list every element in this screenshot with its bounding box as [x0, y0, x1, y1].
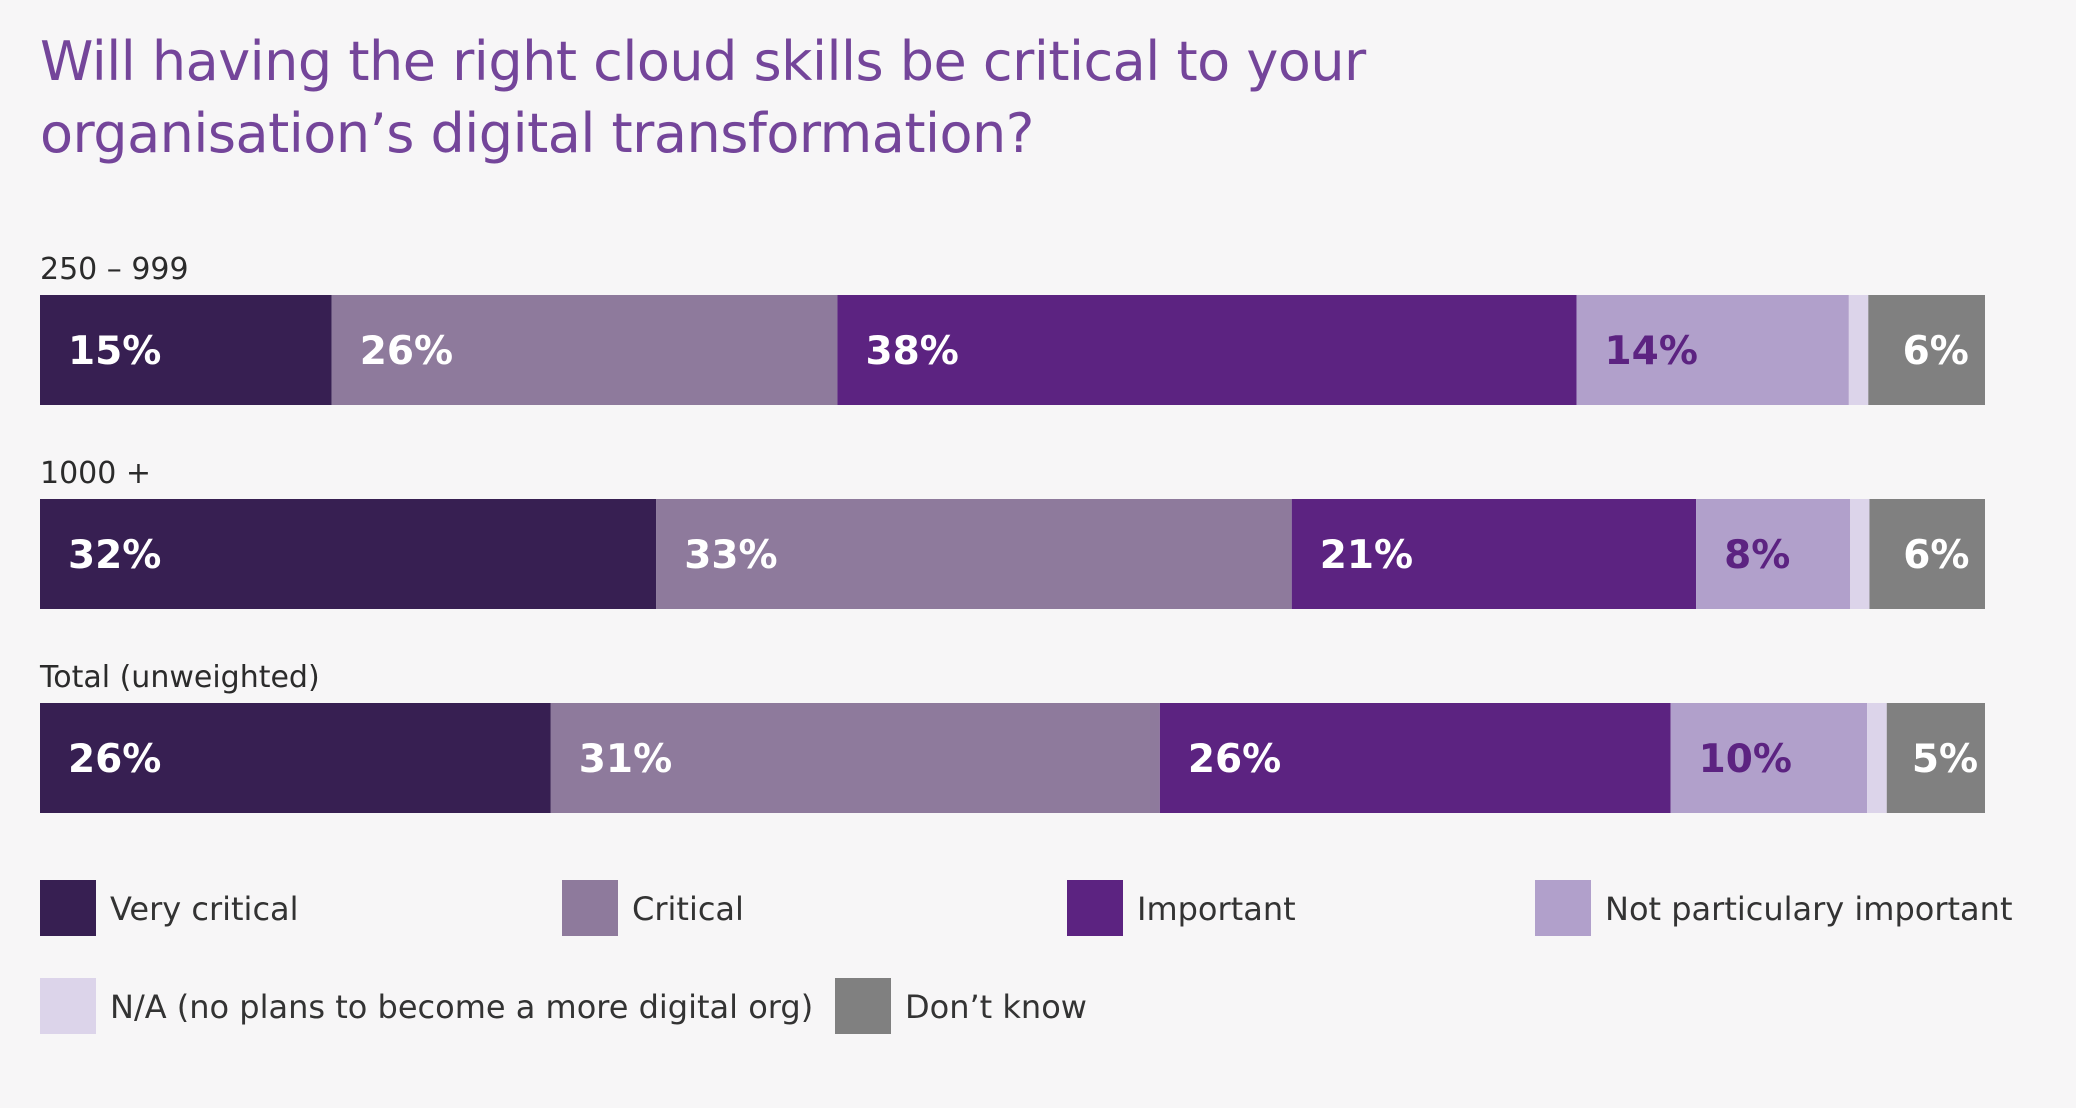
bar-segment-important: [1159, 703, 1671, 813]
bar-segment-n-a-no-plans-to-become-a-more-digital-org: [1867, 703, 1887, 813]
bar-segment-very-critical: [40, 295, 332, 405]
data-label: 38%: [865, 329, 958, 374]
bar-group-250-999: 250 – 999 15% 26% 38% 14% 6%: [40, 252, 1985, 405]
bar-segment-critical: [550, 703, 1160, 813]
bar-segment-not-particulary-important: [1696, 499, 1851, 609]
data-label: 26%: [1188, 737, 1281, 782]
bar-segment-n-a-no-plans-to-become-a-more-digital-org: [1848, 295, 1869, 405]
bar-group-total-unweighted: Total (unweighted) 26% 31% 26% 10% 5%: [39, 660, 1985, 813]
bar-segment-not-particulary-important: [1576, 295, 1849, 405]
data-label: 15%: [68, 329, 161, 374]
bar-segment-very-critical: [40, 499, 657, 609]
legend: Very critical Critical Important Not partic…: [40, 880, 2012, 1034]
data-label: 5%: [1912, 737, 1978, 782]
group-label: 250 – 999: [40, 252, 189, 287]
legend-label: Critical: [632, 890, 744, 928]
bar-segment-very-critical: [40, 703, 551, 813]
group-label: Total (unweighted): [39, 660, 320, 695]
bar-segment-important: [1291, 499, 1697, 609]
legend-swatch: [562, 880, 618, 936]
data-label: 26%: [68, 737, 161, 782]
legend-swatch: [835, 978, 891, 1034]
legend-item-don-t-know: Don’t know: [835, 978, 1087, 1034]
legend-swatch: [1535, 880, 1591, 936]
bar-segment-critical: [331, 295, 838, 405]
data-label: 14%: [1605, 329, 1698, 374]
legend-item-n-a-no-plans-to-become-a-more-digital-org: N/A (no plans to become a more digital o…: [40, 978, 813, 1034]
bar-segment-important: [837, 295, 1577, 405]
bar-segment-not-particulary-important: [1670, 703, 1868, 813]
legend-label: Very critical: [110, 890, 299, 928]
bar-group-1000: 1000 + 32% 33% 21% 8% 6%: [40, 456, 1985, 609]
data-label: 21%: [1320, 533, 1413, 578]
legend-item-important: Important: [1067, 880, 1296, 936]
data-label: 32%: [68, 533, 161, 578]
bar-segment-don-t-know: [1869, 499, 1985, 609]
data-label: 31%: [579, 737, 672, 782]
data-label: 8%: [1724, 533, 1790, 578]
legend-swatch: [40, 880, 96, 936]
legend-item-not-particulary-important: Not particulary important: [1535, 880, 2012, 936]
legend-swatch: [1067, 880, 1123, 936]
legend-label: N/A (no plans to become a more digital o…: [110, 988, 813, 1026]
bar-segment-n-a-no-plans-to-become-a-more-digital-org: [1850, 499, 1870, 609]
group-label: 1000 +: [40, 456, 151, 491]
chart-title: Will having the right cloud skills be cr…: [40, 30, 1366, 165]
bar-groups: 250 – 999 15% 26% 38% 14% 6% 1000 + 32% 33% 21% 8%…: [39, 252, 1985, 813]
data-label: 33%: [684, 533, 777, 578]
legend-item-critical: Critical: [562, 880, 744, 936]
legend-swatch: [40, 978, 96, 1034]
data-label: 6%: [1903, 329, 1969, 374]
bar-segment-don-t-know: [1868, 295, 1985, 405]
bar-segment-don-t-know: [1886, 703, 1985, 813]
legend-item-very-critical: Very critical: [40, 880, 299, 936]
legend-label: Important: [1137, 890, 1296, 928]
legend-label: Not particulary important: [1605, 890, 2012, 928]
data-label: 10%: [1699, 737, 1792, 782]
data-label: 6%: [1903, 533, 1969, 578]
data-label: 26%: [360, 329, 453, 374]
bar-segment-critical: [656, 499, 1292, 609]
legend-label: Don’t know: [905, 988, 1087, 1026]
